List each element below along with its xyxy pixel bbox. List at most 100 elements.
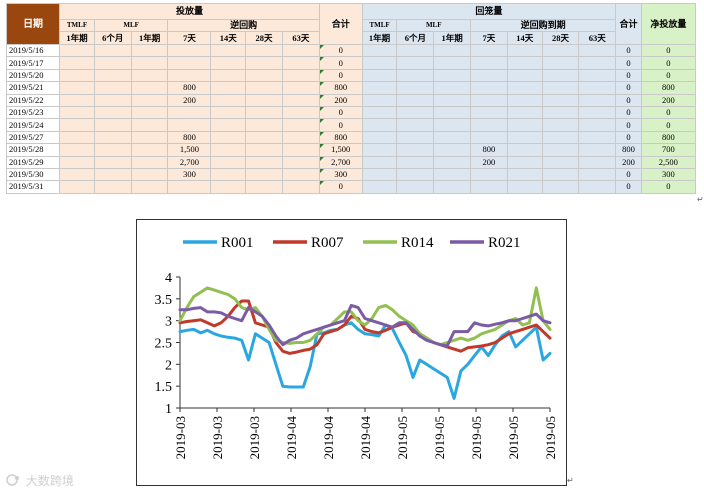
inj-rr-63d: 63天 [281, 31, 320, 45]
date-cell: 2019/5/29 [5, 155, 61, 169]
chart-svg: 1 1.5 2 2.5 3 3.5 4 2019-03 2019-03 2019-03 2019-0… [155, 235, 559, 459]
legend-label-r014: R014 [401, 235, 434, 251]
injection-cell: 200 [167, 93, 212, 107]
return-cell [541, 105, 580, 120]
return-cell [541, 81, 580, 95]
series-line-r021 [178, 303, 552, 348]
injection-sum-cell: 200 [318, 93, 363, 107]
x-tick-label: 2019-05 [543, 416, 558, 459]
net-injection-cell: 800 [640, 130, 697, 145]
x-tick-label: 2019-03 [247, 416, 262, 459]
injection-cell [167, 180, 212, 194]
injection-cell [210, 81, 247, 95]
legend-label-r021: R021 [488, 235, 521, 251]
table-row: 2019/5/22 200 200 0 200 [5, 93, 697, 107]
inj-tmlf-header: TMLF [59, 19, 95, 32]
return-sum-cell: 800 [615, 143, 642, 157]
return-sum-cell: 0 [615, 93, 642, 107]
injection-sum-cell: 0 [318, 105, 363, 120]
return-cell [506, 43, 543, 58]
injection-cell [93, 56, 132, 70]
x-tick-label: 2019-03 [173, 416, 188, 459]
y-tick-label: 1 [165, 402, 172, 417]
table-row: 2019/5/23 0 0 0 [5, 105, 697, 120]
cell-flag-icon [320, 57, 324, 62]
injection-cell [130, 118, 169, 132]
paragraph-mark-2: ↵ [567, 476, 574, 485]
return-cell [433, 56, 472, 70]
return-cell [470, 130, 508, 145]
injection-cell [59, 118, 95, 132]
return-cell [541, 130, 580, 145]
injection-cell [93, 167, 132, 182]
y-tick-label: 2.5 [155, 337, 173, 352]
injection-cell [59, 167, 95, 182]
cell-flag-icon [320, 95, 324, 99]
date-cell: 2019/5/28 [5, 143, 61, 157]
net-injection-cell: 0 [640, 56, 697, 70]
injection-sum-header: 合计 [318, 3, 363, 45]
return-cell [396, 68, 435, 83]
return-cell [433, 81, 472, 95]
return-sum-cell: 0 [615, 81, 642, 95]
injection-cell [93, 68, 132, 83]
return-cell [506, 118, 543, 132]
injection-cell [130, 167, 169, 182]
injection-cell: 300 [167, 167, 212, 182]
ret-reverse-repo-due-header: 逆回购到期 [470, 19, 617, 32]
injection-cell [281, 180, 320, 194]
injection-cell [281, 167, 320, 182]
return-cell [470, 43, 508, 58]
return-cell [541, 56, 580, 70]
injection-cell [281, 155, 320, 169]
return-cell [541, 155, 580, 169]
injection-cell [210, 68, 247, 83]
inj-mlf-6m: 6个月 [93, 31, 132, 45]
date-cell: 2019/5/27 [5, 130, 61, 145]
return-cell [578, 155, 617, 169]
return-cell [470, 167, 508, 182]
watermark-icon [6, 474, 19, 486]
return-sum-cell: 200 [615, 155, 642, 169]
injection-cell [130, 130, 169, 145]
cell-flag-icon [320, 169, 324, 173]
return-cell [396, 143, 435, 157]
return-cell [433, 155, 472, 169]
return-cell [361, 167, 398, 182]
return-cell [578, 43, 617, 58]
return-cell [433, 180, 472, 194]
date-cell: 2019/5/22 [5, 93, 61, 107]
return-cell [470, 68, 508, 83]
return-cell [361, 180, 398, 194]
table-row: 2019/5/30 300 300 0 300 [5, 167, 697, 182]
return-cell [506, 81, 543, 95]
injection-cell: 1,500 [167, 143, 212, 157]
return-cell [433, 130, 472, 145]
return-cell [361, 143, 398, 157]
return-cell [396, 93, 435, 107]
injection-cell [210, 105, 247, 120]
return-cell [433, 105, 472, 120]
return-cell [506, 155, 543, 169]
injection-cell: 2,700 [167, 155, 212, 169]
date-cell: 2019/5/23 [5, 105, 61, 120]
ret-rr-63d: 63天 [578, 31, 617, 45]
return-cell [433, 167, 472, 182]
injection-cell [93, 105, 132, 120]
net-injection-cell: 200 [640, 93, 697, 107]
injection-sum-cell: 0 [318, 68, 363, 83]
return-cell [506, 130, 543, 145]
injection-cell [210, 143, 247, 157]
injection-cell [245, 81, 283, 95]
return-sum-cell: 0 [615, 167, 642, 182]
return-cell: 200 [470, 155, 508, 169]
injection-cell [93, 93, 132, 107]
injection-sum-cell: 0 [318, 180, 363, 194]
return-cell [541, 93, 580, 107]
y-tick-label: 3 [165, 315, 172, 330]
x-tick-label: 2019-03 [210, 416, 225, 459]
net-injection-cell: 700 [640, 143, 697, 157]
watermark-logo: 大数跨境 [6, 472, 74, 489]
net-injection-cell: 0 [640, 118, 697, 132]
return-cell [541, 43, 580, 58]
